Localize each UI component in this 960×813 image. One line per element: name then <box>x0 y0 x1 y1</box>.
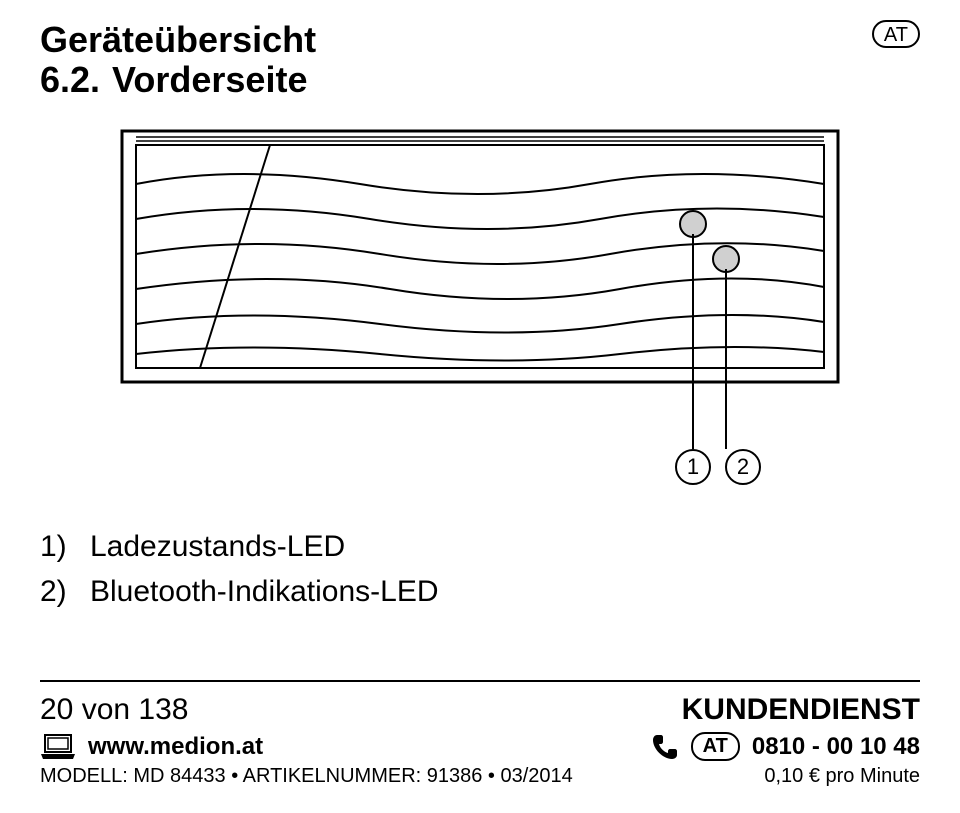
laptop-icon <box>40 734 76 760</box>
legend-item: 2) Bluetooth-Indikations-LED <box>40 569 920 614</box>
legend-item-text: Bluetooth-Indikations-LED <box>90 569 439 614</box>
callout-number-1: 1 <box>675 449 711 485</box>
legend-item: 1) Ladezustands-LED <box>40 524 920 569</box>
footer-phone-group: AT 0810 - 00 10 48 <box>651 732 920 761</box>
footer-website-group: www.medion.at <box>40 733 263 761</box>
model-info: MODELL: MD 84433 • ARTIKELNUMMER: 91386 … <box>40 765 573 788</box>
page-header: Geräteübersicht 6.2. Vorderseite AT <box>40 20 920 99</box>
page-number: 20 von 138 <box>40 692 188 728</box>
footer-middle-row: www.medion.at AT 0810 - 00 10 48 <box>40 732 920 761</box>
country-badge: AT <box>872 20 920 48</box>
header-left: Geräteübersicht 6.2. Vorderseite <box>40 20 316 99</box>
section-title-row: 6.2. Vorderseite <box>40 60 316 100</box>
phone-number: 0810 - 00 10 48 <box>752 733 920 761</box>
footer-divider <box>40 680 920 682</box>
device-diagram: 1 2 <box>120 129 840 494</box>
callout-number-2: 2 <box>725 449 761 485</box>
legend-item-text: Ladezustands-LED <box>90 524 345 569</box>
legend-list: 1) Ladezustands-LED 2) Bluetooth-Indikat… <box>40 524 920 614</box>
section-title: Vorderseite <box>112 60 307 100</box>
service-heading: KUNDENDIENST <box>682 692 920 728</box>
legend-item-number: 1) <box>40 524 90 569</box>
device-front-svg <box>120 129 840 384</box>
callout-line-1 <box>692 234 694 449</box>
country-badge-footer: AT <box>691 732 740 761</box>
phone-icon <box>651 733 679 761</box>
website-url: www.medion.at <box>88 733 263 761</box>
legend-item-number: 2) <box>40 569 90 614</box>
call-rate: 0,10 € pro Minute <box>764 765 920 788</box>
footer-top-row: 20 von 138 KUNDENDIENST <box>40 692 920 728</box>
page-footer: 20 von 138 KUNDENDIENST www.medion.at AT… <box>40 680 920 788</box>
footer-bottom-row: MODELL: MD 84433 • ARTIKELNUMMER: 91386 … <box>40 765 920 788</box>
callout-container: 1 2 <box>120 384 840 494</box>
section-category: Geräteübersicht <box>40 20 316 60</box>
callout-line-2 <box>725 269 727 449</box>
section-number: 6.2. <box>40 60 100 100</box>
